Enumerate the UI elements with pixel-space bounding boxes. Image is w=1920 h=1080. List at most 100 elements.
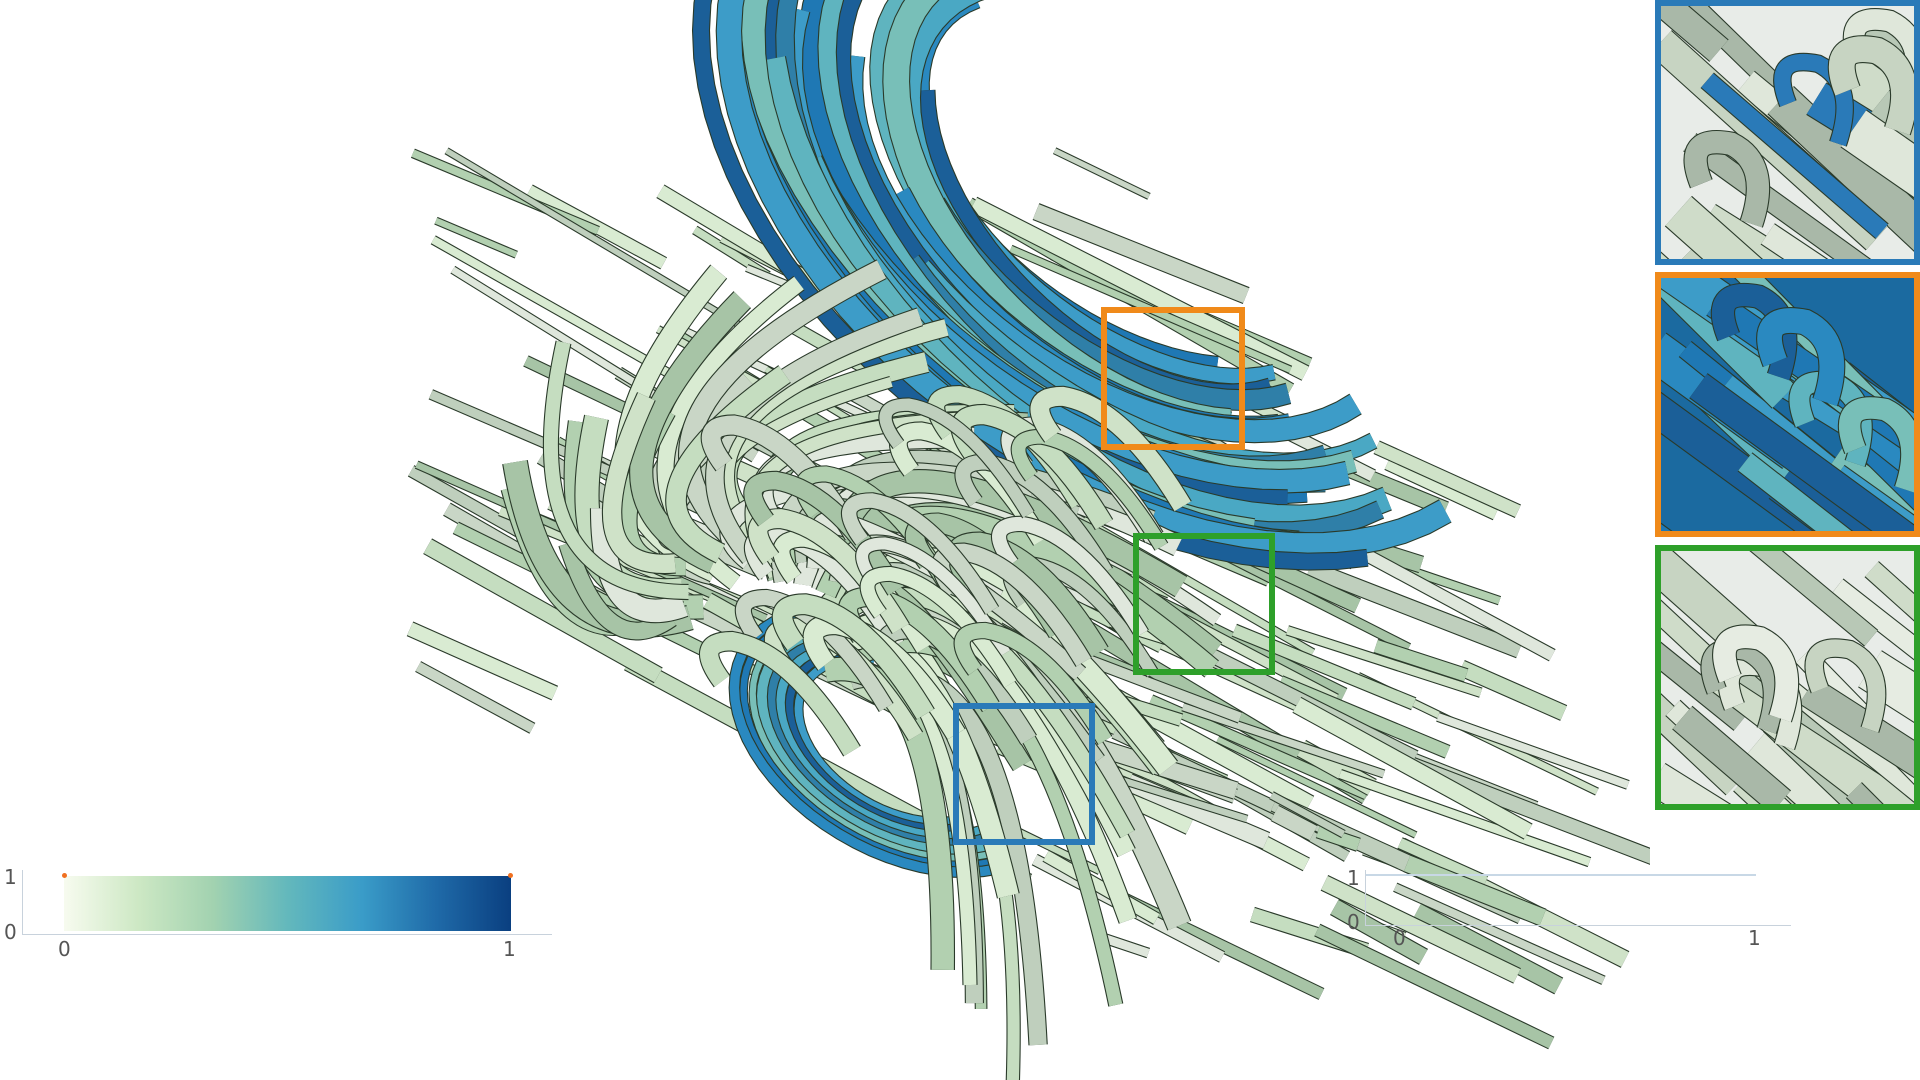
opacity-editor[interactable] — [1365, 870, 1791, 926]
streamline-tube — [879, 398, 1034, 518]
streamline-tube — [1393, 883, 1606, 984]
streamline-tube — [772, 594, 934, 720]
streamline-tube — [1271, 805, 1318, 841]
streamline-tube — [1338, 770, 1591, 867]
streamline-tube — [1277, 676, 1451, 758]
streamline-tube — [1306, 561, 1523, 658]
inset-tube — [1858, 435, 1914, 510]
colorbar-y-axis — [22, 870, 23, 934]
streamline-tube — [1373, 441, 1521, 518]
streamline-tube — [543, 340, 689, 599]
inset-tube — [1774, 53, 1853, 147]
inset-green-render — [1661, 551, 1914, 804]
colorbar-handle-left[interactable] — [62, 873, 67, 878]
inset-tube — [1768, 86, 1914, 251]
streamline-tube — [1458, 661, 1567, 720]
streamline-tube — [1384, 459, 1498, 520]
inset-tube — [1838, 397, 1914, 493]
vortex-ribbon — [716, 0, 1452, 558]
streamline-tube — [1148, 695, 1369, 799]
inset-tube — [1672, 706, 1791, 804]
inset-tube — [1799, 677, 1914, 777]
streamline-tube — [411, 149, 600, 235]
inset-tube — [1742, 727, 1861, 804]
inset-tube — [1806, 83, 1914, 181]
streamline-tube — [1413, 904, 1563, 994]
inset-tube-outline — [1661, 522, 1673, 531]
inset-tube — [1683, 133, 1870, 259]
inset-tube — [1665, 196, 1762, 259]
colorbar-gradient[interactable] — [64, 876, 511, 931]
inset-tube — [1841, 110, 1914, 198]
streamline-tube — [630, 291, 751, 573]
streamline-tube — [1321, 876, 1521, 983]
streamline-tube — [700, 632, 860, 756]
inset-tube — [1769, 362, 1914, 479]
inset-tube — [1701, 73, 1888, 239]
streamline-tube — [1043, 850, 1160, 924]
streamline-tube — [1099, 933, 1150, 958]
colorbar-x-max-label: 1 — [503, 937, 516, 961]
streamline-tube — [423, 539, 663, 683]
colorbar-handle-right[interactable] — [508, 873, 513, 878]
streamline-tube — [992, 516, 1148, 638]
vortex-ribbon — [766, 632, 987, 848]
streamline-tube — [856, 537, 1011, 657]
inset-tube — [1761, 224, 1827, 259]
streamline-tube — [701, 415, 863, 540]
streamline-tube — [415, 662, 535, 733]
colorbar-x-min-label: 0 — [58, 937, 71, 961]
inset-tube — [1751, 551, 1878, 646]
inset-blue[interactable] — [1655, 0, 1920, 265]
streamline-tube — [679, 260, 887, 550]
highlight-box-green[interactable] — [1133, 533, 1275, 675]
streamline-tubes-foreground — [500, 259, 1223, 1080]
streamline-tube — [1269, 792, 1346, 838]
colorbar-x-axis — [22, 934, 552, 935]
inset-tube — [1858, 651, 1914, 722]
opacity-x-max-label: 1 — [1748, 926, 1761, 950]
streamline-tube — [602, 392, 676, 574]
streamline-tube — [841, 493, 999, 615]
inset-blue-render — [1661, 6, 1914, 259]
inset-tube — [1805, 639, 1886, 733]
streamline-tube — [1373, 639, 1469, 682]
streamline-tube — [1030, 386, 1191, 512]
inset-orange[interactable] — [1655, 272, 1920, 537]
inset-orange-render — [1661, 278, 1914, 531]
streamline-tube — [1404, 855, 1546, 926]
inset-tube — [1713, 625, 1799, 723]
streamline-tube — [969, 197, 1309, 380]
streamline-tube — [1033, 204, 1250, 304]
opacity-x-min-label: 0 — [1393, 926, 1406, 950]
highlight-box-blue[interactable] — [953, 703, 1095, 845]
streamline-render[interactable] — [0, 0, 1650, 1080]
inset-tube — [1661, 6, 1728, 62]
streamline-tube — [1053, 148, 1151, 199]
inset-tube — [1828, 36, 1914, 135]
inset-tube — [1707, 657, 1914, 804]
streamline-tube — [1314, 924, 1554, 1049]
streamline-tube — [591, 508, 688, 623]
highlight-box-orange[interactable] — [1101, 307, 1245, 450]
inset-tube — [1661, 523, 1671, 531]
opacity-curve[interactable] — [1366, 874, 1756, 876]
streamline-tube — [1216, 736, 1417, 838]
inset-tube — [1694, 204, 1802, 259]
streamline-tube — [1316, 825, 1361, 851]
streamline-tube — [666, 366, 791, 563]
opacity-y-max-label: 1 — [1347, 866, 1360, 890]
streamline-tube — [408, 466, 535, 544]
opacity-y-min-label: 0 — [1347, 910, 1360, 934]
streamline-tube — [434, 217, 518, 258]
streamline-tube — [1436, 713, 1630, 789]
streamline-tube — [1181, 703, 1385, 778]
inset-tube — [1689, 374, 1914, 531]
inset-tube — [1684, 131, 1770, 228]
inset-tube — [1661, 643, 1748, 730]
inset-tube — [1738, 453, 1852, 531]
streamline-tube — [1286, 626, 1483, 697]
inset-green[interactable] — [1655, 545, 1920, 810]
inset-tube — [1828, 448, 1914, 526]
